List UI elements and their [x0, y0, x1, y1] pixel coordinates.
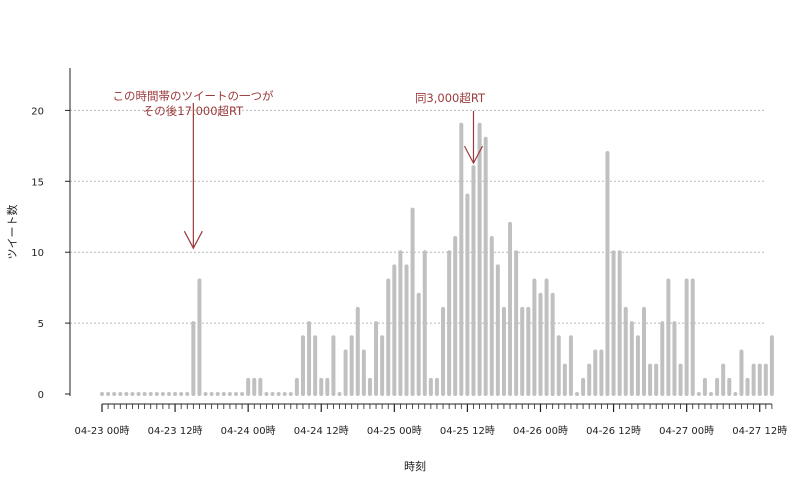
annotation-arrow-head-0: [183, 230, 203, 250]
gridlines: [70, 109, 765, 324]
y-tick-label-5: 5: [38, 319, 44, 330]
annotation-text-0-1: その後17,000超RT: [143, 104, 244, 118]
x-tick-label-3: 04-24 12時: [294, 425, 349, 437]
y-tick-label-10: 10: [31, 248, 44, 259]
y-axis-title: ツイート数: [6, 205, 19, 260]
x-tick-label-6: 04-26 00時: [513, 425, 568, 437]
bars: [100, 122, 774, 396]
x-tick-label-0: 04-23 00時: [75, 425, 130, 437]
y-tick-label-0: 0: [38, 390, 44, 401]
x-tick-label-9: 04-27 12時: [732, 425, 787, 437]
x-tick-label-8: 04-27 00時: [659, 425, 714, 437]
x-tick-label-1: 04-23 12時: [148, 425, 203, 437]
x-tick-label-4: 04-25 00時: [367, 425, 422, 437]
x-tick-label-5: 04-25 12時: [440, 425, 495, 437]
x-tick-label-7: 04-26 12時: [586, 425, 641, 437]
y-tick-label-15: 15: [31, 177, 44, 188]
annotation-arrow-head-1: [463, 145, 484, 165]
x-tick-label-2: 04-24 00時: [221, 425, 276, 437]
y-tick-label-20: 20: [31, 106, 44, 117]
y-axis: 0 5 10 15 20: [31, 68, 71, 401]
x-axis-title: 時刻: [404, 459, 426, 473]
annotation-text-1-0: 同3,000超RT: [415, 91, 486, 105]
annotation-text-0-0: この時間帯のツイートの一つが: [113, 89, 274, 103]
x-axis: 04-23 00時 04-23 12時 04-24 00時 04-24 12時 04-2…: [75, 403, 787, 437]
